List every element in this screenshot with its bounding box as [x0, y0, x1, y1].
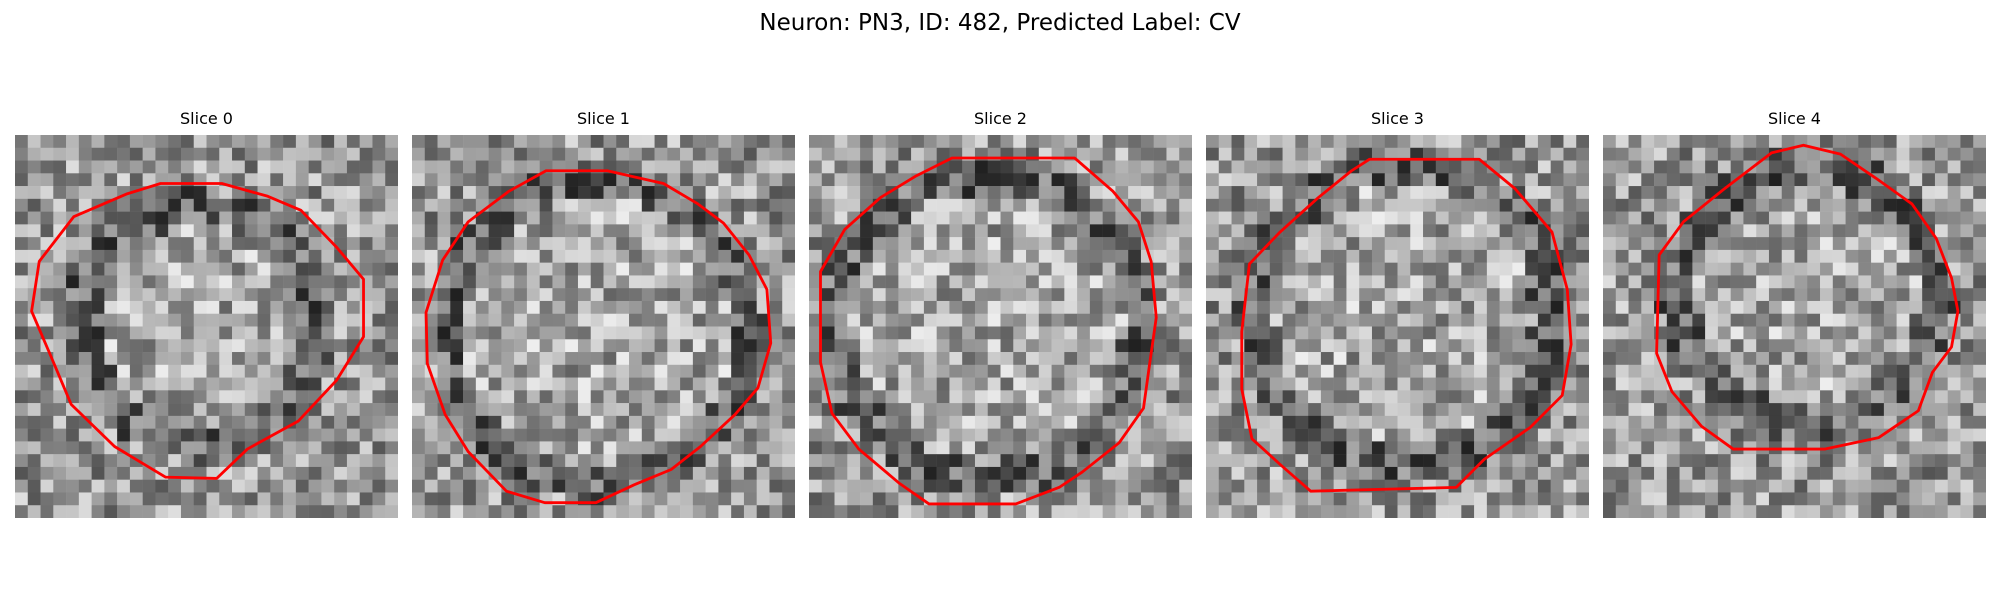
slice-panel-1: Slice 1 — [412, 108, 795, 518]
slice-title: Slice 2 — [974, 109, 1027, 128]
slice-panel-0: Slice 0 — [15, 108, 398, 518]
slice-image — [15, 135, 398, 518]
slice-title: Slice 3 — [1371, 109, 1424, 128]
slice-title: Slice 4 — [1768, 109, 1821, 128]
cell-contour — [1240, 157, 1573, 493]
slice-title: Slice 0 — [180, 109, 233, 128]
slice-image — [1603, 135, 1986, 518]
slice-image — [412, 135, 795, 518]
cell-contour — [819, 156, 1158, 506]
slice-panel-3: Slice 3 — [1206, 108, 1589, 518]
slice-panel-2: Slice 2 — [809, 108, 1192, 518]
slice-image — [1206, 135, 1589, 518]
cell-contour — [30, 182, 365, 480]
slice-title: Slice 1 — [577, 109, 630, 128]
figure-title: Neuron: PN3, ID: 482, Predicted Label: C… — [759, 10, 1241, 36]
slice-panel-4: Slice 4 — [1603, 108, 1986, 518]
cell-contour — [424, 169, 773, 505]
cell-contour — [1655, 143, 1960, 451]
slice-image — [809, 135, 1192, 518]
